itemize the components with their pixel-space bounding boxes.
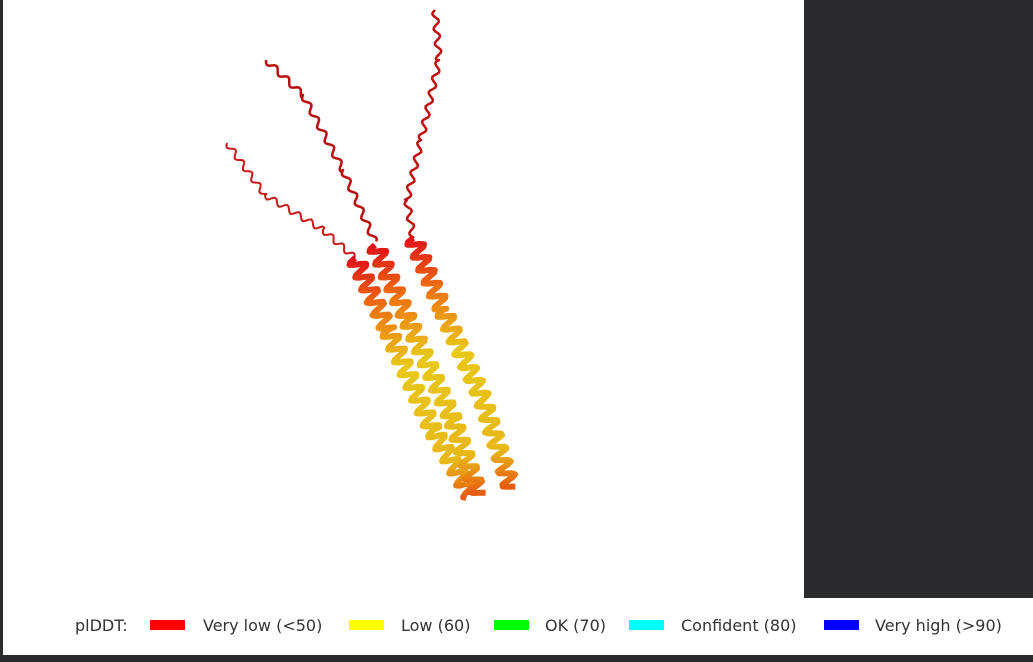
legend-label: Very high (>90) <box>875 616 1002 635</box>
ribbon <box>264 60 379 242</box>
legend-swatch <box>349 620 384 630</box>
ribbon <box>403 9 443 239</box>
legend-title: plDDT: <box>75 616 128 635</box>
legend-label: Very low (<50) <box>203 616 323 635</box>
protein-structure <box>225 9 518 501</box>
structure-viewer[interactable] <box>3 0 804 598</box>
legend-label: Low (60) <box>401 616 471 635</box>
side-panel <box>804 0 1033 598</box>
legend-label: Confident (80) <box>681 616 797 635</box>
legend-swatch <box>494 620 529 630</box>
legend-swatch <box>629 620 664 630</box>
ribbon <box>366 242 486 496</box>
legend: plDDT: Very low (<50) Low (60) OK (70) C… <box>3 598 1033 655</box>
ribbon <box>404 235 518 490</box>
ribbon <box>225 142 356 259</box>
legend-swatch <box>150 620 185 630</box>
ribbon <box>346 255 477 501</box>
legend-swatch <box>824 620 859 630</box>
legend-label: OK (70) <box>545 616 607 635</box>
